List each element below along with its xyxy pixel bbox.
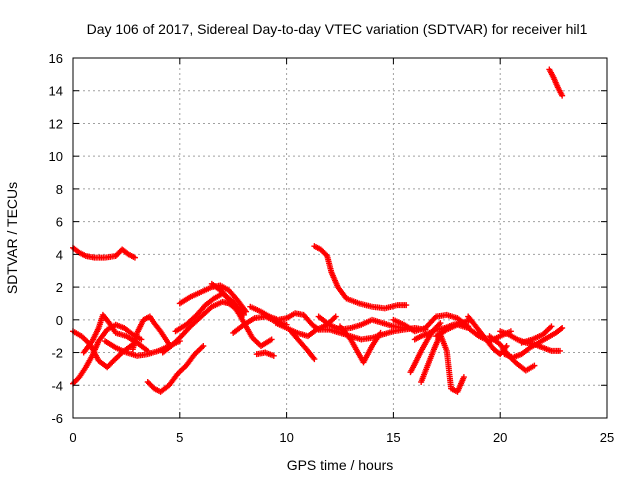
data-point-marker	[243, 308, 250, 315]
data-point-marker	[460, 374, 467, 381]
y-tick-label: -6	[51, 411, 63, 426]
x-tick-label: 0	[69, 430, 76, 445]
series-track-q	[311, 243, 410, 312]
y-axis-label: SDTVAR / TECUs	[4, 182, 20, 294]
series-track-h	[159, 298, 239, 356]
x-tick-label: 20	[493, 430, 507, 445]
data-point-marker	[270, 352, 277, 359]
series-track-u	[390, 311, 472, 335]
y-tick-label: 2	[56, 280, 63, 295]
y-tick-label: 8	[56, 182, 63, 197]
series-track-t	[337, 323, 384, 366]
data-point-marker	[531, 362, 538, 369]
series-track-ae	[546, 66, 566, 99]
series-track-ad	[518, 323, 555, 346]
data-point-marker	[557, 325, 564, 332]
data-point-marker	[559, 92, 566, 99]
series-track-z	[465, 313, 510, 358]
y-tick-label: 16	[49, 51, 63, 66]
data-point-marker	[403, 302, 410, 309]
y-tick-label: 12	[49, 116, 63, 131]
grid-lines	[73, 58, 607, 418]
series-track-d	[80, 311, 151, 356]
series-track-a	[70, 244, 138, 261]
data-point-marker	[200, 343, 207, 349]
y-tick-label: 0	[56, 313, 63, 328]
y-tick-label: 6	[56, 215, 63, 230]
series-track-r	[315, 313, 408, 333]
axis-ticks: 0 5 10 15 20 25 -6 -4 -2 0 2 4 6 8 10 12 14 16	[49, 51, 615, 445]
x-tick-label: 5	[176, 430, 183, 445]
x-tick-label: 15	[386, 430, 400, 445]
x-axis-label: GPS time / hours	[287, 457, 394, 473]
data-point-marker	[377, 329, 384, 336]
series-track-m	[247, 303, 322, 333]
series-track-k	[208, 280, 275, 349]
data-point-marker	[131, 254, 138, 261]
data-point-marker	[311, 356, 318, 363]
series-track-c	[70, 328, 136, 371]
y-tick-label: -2	[51, 346, 63, 361]
series-track-n	[253, 349, 277, 359]
data-point-marker	[557, 347, 564, 354]
y-tick-label: -4	[51, 378, 63, 393]
series-track-ac	[501, 325, 566, 361]
x-tick-label: 25	[600, 430, 614, 445]
x-tick-label: 10	[279, 430, 293, 445]
series-track-p	[287, 328, 318, 363]
data-point-marker	[548, 323, 555, 330]
y-tick-label: 14	[49, 84, 63, 99]
data-point-marker	[503, 343, 510, 349]
chart-title: Day 106 of 2017, Sidereal Day-to-day VTE…	[87, 21, 588, 37]
plot-frame	[72, 57, 608, 419]
series-track-f	[129, 313, 173, 353]
series-track-s	[315, 325, 429, 343]
data-point-marker	[332, 313, 339, 320]
data-point-marker	[437, 320, 444, 327]
y-tick-label: 10	[49, 149, 63, 164]
series-track-g	[144, 343, 207, 395]
data-point-marker	[138, 336, 145, 343]
y-tick-label: 4	[56, 247, 63, 262]
data-point-marker	[268, 336, 275, 343]
data-point-marker	[559, 325, 566, 331]
data-points	[70, 66, 566, 395]
